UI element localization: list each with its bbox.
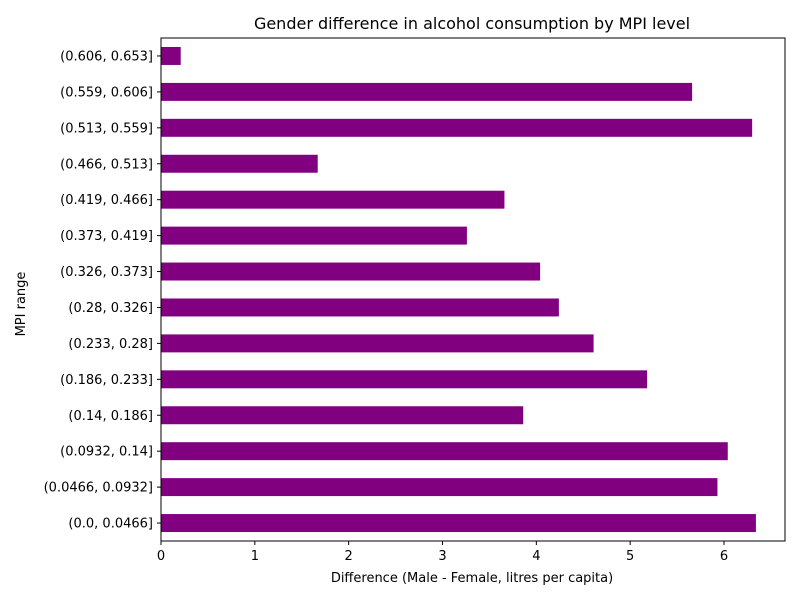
x-tick-label: 6 [720, 549, 728, 564]
x-tick-label: 4 [532, 549, 540, 564]
bar [161, 262, 541, 281]
x-tick-label: 1 [251, 549, 259, 564]
bars-group [161, 46, 756, 533]
bar [161, 370, 648, 389]
chart-title: Gender difference in alcohol consumption… [254, 14, 690, 33]
y-tick-label: (0.28, 0.326] [68, 301, 153, 316]
y-tick-label: (0.0, 0.0466] [68, 517, 153, 532]
y-tick-label: (0.419, 0.466] [60, 193, 153, 208]
y-tick-label: (0.233, 0.28] [68, 337, 153, 352]
bar [161, 46, 181, 65]
x-tick-label: 2 [345, 549, 353, 564]
x-tick-label: 3 [438, 549, 446, 564]
bar [161, 334, 594, 353]
bar [161, 514, 756, 533]
y-ticks-group: (0.0, 0.0466] (0.0466, 0.0932] (0.0932, 0.… [44, 49, 161, 532]
y-tick-label: (0.14, 0.186] [68, 409, 153, 424]
bar [161, 82, 693, 101]
x-axis-label: Difference (Male - Female, litres per ca… [331, 571, 613, 586]
bar [161, 226, 467, 245]
plot-frame [160, 37, 786, 542]
bar [161, 118, 753, 137]
x-ticks-group: 0 1 2 3 4 5 6 [157, 541, 728, 564]
bar [161, 154, 318, 173]
y-tick-label: (0.606, 0.653] [60, 49, 153, 64]
y-tick-label: (0.0932, 0.14] [60, 445, 153, 460]
y-tick-label: (0.0466, 0.0932] [44, 481, 153, 496]
y-tick-label: (0.186, 0.233] [60, 373, 153, 388]
bar [161, 406, 524, 425]
y-tick-label: (0.559, 0.606] [60, 85, 153, 100]
bar [161, 478, 718, 497]
bar [161, 442, 728, 461]
y-axis-label: MPI range [14, 272, 29, 337]
bar [161, 298, 559, 317]
y-tick-label: (0.373, 0.419] [60, 229, 153, 244]
y-tick-label: (0.466, 0.513] [60, 157, 153, 172]
y-tick-label: (0.326, 0.373] [60, 265, 153, 280]
bar [161, 190, 505, 209]
y-tick-label: (0.513, 0.559] [60, 121, 153, 136]
x-tick-label: 5 [626, 549, 634, 564]
x-tick-label: 0 [157, 549, 165, 564]
